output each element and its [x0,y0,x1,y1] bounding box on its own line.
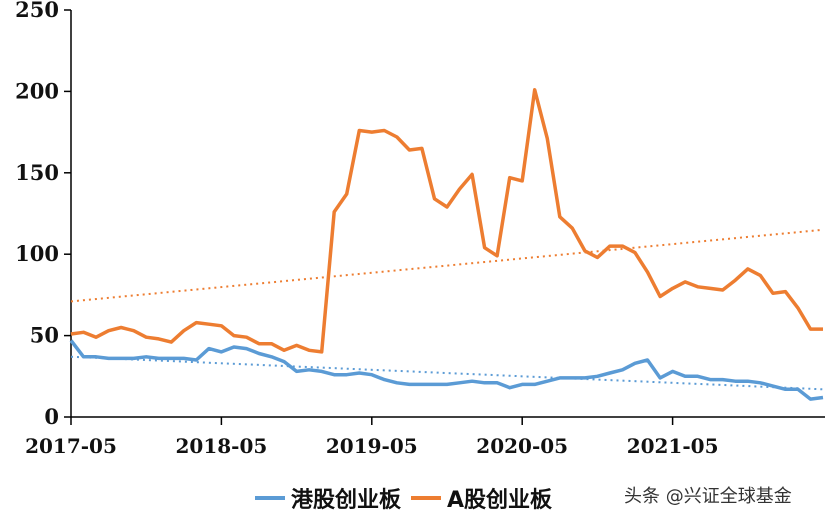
legend-label: 港股创业板 [291,488,402,513]
y-tick-label: 250 [15,0,59,22]
series-line [69,339,824,401]
series-line [70,88,823,354]
x-tick-label: 2019-05 [326,434,418,458]
legend: 港股创业板 A股创业板 [255,482,562,514]
legend-item-a-gem: A股创业板 [411,482,552,514]
legend-swatch-blue [255,496,285,500]
x-tick-label: 2017-05 [25,434,117,458]
x-tick-label: 2018-05 [176,434,268,458]
x-tick-label: 2021-05 [627,434,719,458]
legend-item-hk-gem: 港股创业板 [255,482,401,514]
x-axis: 2017-05 2018-05 2019-05 2020-05 2021-05 [25,416,825,458]
y-tick-label: 150 [15,160,59,185]
line-chart: 0 50 100 150 200 250 2017-05 2018-05 2019-05 202… [15,0,825,458]
trendline [70,228,824,303]
y-axis: 0 50 100 150 200 250 [15,0,72,429]
x-tick-label: 2020-05 [476,434,568,458]
watermark: 头条 @兴证全球基金 [624,486,792,507]
y-tick-label: 200 [15,78,59,103]
y-tick-label: 100 [15,241,59,266]
y-tick-label: 50 [30,323,59,348]
y-tick-label: 0 [44,404,59,429]
legend-swatch-orange [411,496,442,500]
legend-label: A股创业板 [447,488,553,513]
series-lines [69,88,824,401]
trendlines [70,228,824,391]
